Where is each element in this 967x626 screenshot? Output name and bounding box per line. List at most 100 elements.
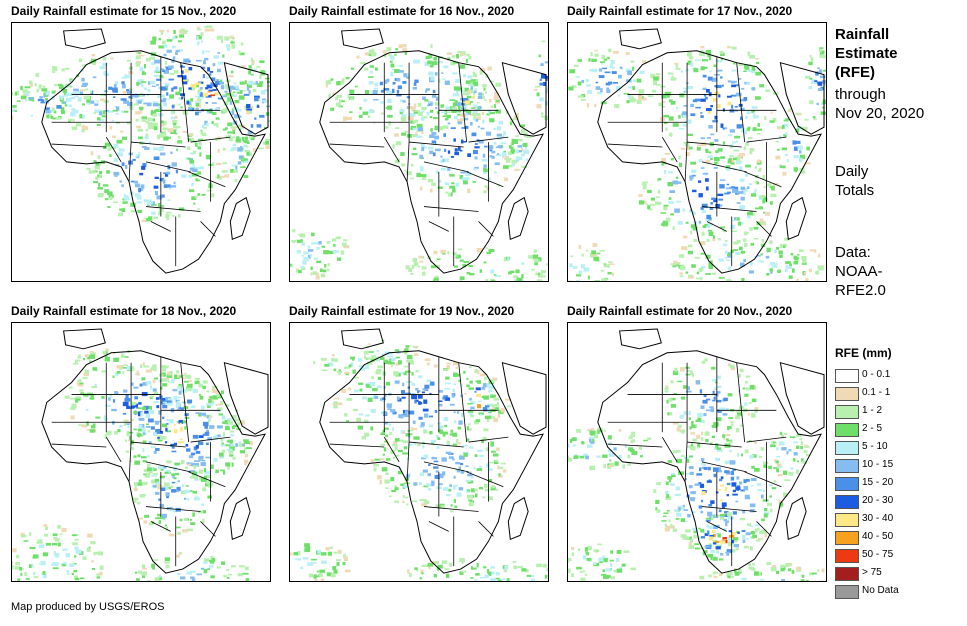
legend-label: 5 - 10: [862, 441, 888, 452]
africa-map: [12, 328, 269, 581]
legend-item: 20 - 30: [835, 492, 965, 510]
legend-swatch: [835, 405, 859, 419]
rainfall-field: [12, 25, 270, 223]
legend-label: No Data: [862, 585, 899, 596]
legend-item: 50 - 75: [835, 546, 965, 564]
africa-map: [568, 28, 826, 281]
legend-item: 2 - 5: [835, 420, 965, 438]
iberia-coastline: [341, 28, 384, 50]
legend-swatch: [835, 513, 859, 527]
panel-title: Daily Rainfall estimate for 15 Nov., 202…: [11, 4, 237, 18]
map-credit: Map produced by USGS/EROS: [11, 601, 165, 613]
legend-item: No Data: [835, 582, 965, 600]
arabia-coastline: [501, 62, 547, 135]
legend-label: 1 - 2: [862, 405, 883, 416]
legend-item: > 75: [835, 564, 965, 582]
country-borders: [51, 56, 231, 267]
panel-title: Daily Rainfall estimate for 19 Nov., 202…: [289, 304, 515, 318]
rainfall-map: [11, 22, 271, 282]
map-panel-19nov: Daily Rainfall estimate for 19 Nov., 202…: [289, 304, 549, 582]
legend-item: 0.1 - 1: [835, 384, 965, 402]
map-panel-15nov: Daily Rainfall estimate for 15 Nov., 202…: [11, 4, 271, 282]
legend-swatch: [835, 531, 859, 545]
map-panel-16nov: Daily Rainfall estimate for 16 Nov., 202…: [289, 4, 549, 282]
arabia-coastline: [223, 62, 269, 135]
africa-map: [290, 28, 548, 281]
africa-coastline: [41, 350, 266, 574]
rainfall-map: [567, 22, 827, 282]
arabia-coastline: [779, 62, 825, 135]
rainfall-field: [568, 45, 826, 281]
rainfall-field: [290, 339, 548, 581]
country-borders: [329, 56, 509, 267]
legend-swatch: [835, 477, 859, 491]
africa-coastline: [597, 350, 822, 574]
map-panel-18nov: Daily Rainfall estimate for 18 Nov., 202…: [11, 304, 271, 582]
legend-label: 2 - 5: [862, 423, 883, 434]
legend-label: 0.1 - 1: [862, 387, 891, 398]
africa-coastline: [319, 350, 544, 574]
madagascar-coastline: [507, 196, 529, 241]
legend-swatch: [835, 459, 859, 473]
product-title: Rainfall Estimate (RFE): [835, 26, 898, 81]
africa-coastline: [597, 50, 822, 274]
arabia-coastline: [501, 362, 547, 435]
legend-title: RFE (mm): [835, 346, 892, 360]
madagascar-coastline: [229, 196, 251, 241]
legend-swatch: [835, 567, 859, 581]
rainfall-map: [567, 322, 827, 582]
rainfall-field: [290, 40, 548, 281]
africa-map: [568, 328, 825, 581]
legend-swatch: [835, 387, 859, 401]
rainfall-field: [568, 358, 825, 581]
legend-item: 30 - 40: [835, 510, 965, 528]
madagascar-coastline: [507, 496, 529, 541]
rainfall-field: [12, 348, 253, 581]
country-borders: [51, 356, 231, 567]
legend-swatch: [835, 369, 859, 383]
panel-title: Daily Rainfall estimate for 20 Nov., 202…: [567, 304, 793, 318]
panel-title: Daily Rainfall estimate for 17 Nov., 202…: [567, 4, 793, 18]
legend-swatch: [835, 495, 859, 509]
legend: RFE (mm) 0 - 0.1 0.1 - 1 1 - 2 2 - 5 5 - 10 1…: [835, 346, 965, 600]
legend-swatch: [835, 549, 859, 563]
madagascar-coastline: [785, 196, 807, 241]
legend-label: 40 - 50: [862, 531, 894, 542]
legend-label: > 75: [862, 567, 882, 578]
legend-label: 50 - 75: [862, 549, 894, 560]
map-panel-17nov: Daily Rainfall estimate for 17 Nov., 202…: [567, 4, 827, 282]
madagascar-coastline: [229, 496, 251, 541]
legend-label: 0 - 0.1: [862, 369, 891, 380]
country-borders: [607, 356, 787, 567]
panel-title: Daily Rainfall estimate for 18 Nov., 202…: [11, 304, 237, 318]
rainfall-map: [11, 322, 271, 582]
country-borders: [329, 356, 509, 567]
legend-swatch: [835, 441, 859, 455]
legend-item: 40 - 50: [835, 528, 965, 546]
legend-item: 5 - 10: [835, 438, 965, 456]
iberia-coastline: [619, 328, 662, 350]
arabia-coastline: [223, 362, 269, 435]
iberia-coastline: [341, 328, 384, 350]
legend-label: 10 - 15: [862, 459, 894, 470]
africa-coastline: [319, 50, 544, 274]
legend-label: 15 - 20: [862, 477, 894, 488]
rainfall-map: [289, 322, 549, 582]
legend-label: 20 - 30: [862, 495, 894, 506]
iberia-coastline: [63, 28, 106, 50]
panel-title: Daily Rainfall estimate for 16 Nov., 202…: [289, 4, 515, 18]
legend-item: 10 - 15: [835, 456, 965, 474]
totals-label: Daily Totals: [835, 163, 875, 199]
africa-map: [12, 25, 270, 274]
africa-coastline: [41, 50, 266, 274]
legend-item: 15 - 20: [835, 474, 965, 492]
legend-swatch: [835, 423, 859, 437]
through-date: through Nov 20, 2020: [835, 86, 925, 122]
madagascar-coastline: [785, 496, 807, 541]
data-source: Data: NOAA- RFE2.0: [835, 244, 886, 299]
iberia-coastline: [619, 28, 662, 50]
map-panel-20nov: Daily Rainfall estimate for 20 Nov., 202…: [567, 304, 827, 582]
africa-map: [290, 328, 548, 581]
country-borders: [607, 56, 787, 267]
legend-swatch: [835, 585, 859, 599]
